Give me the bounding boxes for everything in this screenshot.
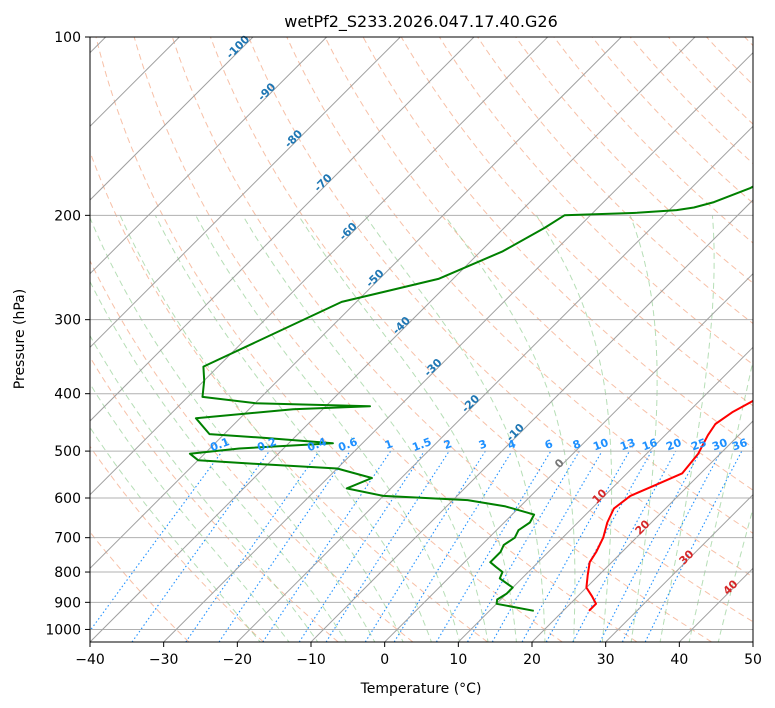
isotherm-gridline [90,37,328,275]
x-tick-label: 30 [597,652,615,668]
mixing-ratio-label: 13 [618,436,637,453]
mixing-ratio-label: 0.2 [255,435,278,454]
isotherm-gridline [457,346,753,642]
y-tick-label: 500 [54,444,81,460]
x-axis-label: Temperature (°C) [360,681,482,697]
mixing-ratio-label: 1.5 [410,435,433,454]
mixing-ratio-line [491,450,603,642]
mixing-ratio-line [218,450,351,642]
isotherm-gridline [90,37,696,642]
y-tick-label: 900 [54,595,81,611]
moist-adiabat-line [119,215,404,642]
moist-adiabat-line [90,280,347,642]
mixing-ratio-line [393,450,513,642]
y-tick-label: 800 [54,565,81,581]
moist-adiabat-line [195,215,461,642]
x-tick-label: −40 [75,652,105,668]
mixing-ratio-label: 36 [730,436,749,454]
mixing-ratio-line [364,450,486,642]
moist-adiabat-line [444,215,576,642]
moist-adiabat-line [242,215,489,642]
dry-adiabat-line [400,37,753,407]
mixing-ratio-label: 8 [571,437,583,452]
moist-adiabat-line [90,426,261,642]
mixing-ratio-label: 10 [591,436,610,454]
dry-adiabat-line [171,37,712,642]
x-tick-label: 10 [449,652,467,668]
isotherm-gridline [531,420,753,642]
y-tick-label: 300 [54,313,81,329]
mixing-ratio-line [435,450,552,642]
mixing-ratio-label: 6 [543,437,555,452]
dry-adiabat-line [324,37,753,491]
dry-adiabat-line [210,37,753,623]
x-tick-label: −20 [223,652,253,668]
mixing-ratio-label: 2 [442,437,454,452]
isotherm-gridline [90,37,475,422]
moist-adiabat-line [629,215,658,642]
mixing-ratio-label: 20 [664,436,683,454]
isotherm-gridline [752,641,753,642]
moist-adiabat-line [364,215,546,642]
isotherm-gridline [90,37,254,201]
dry-adiabat-line [515,37,753,284]
chart-title: wetPf2_S233.2026.047.17.40.G26 [284,12,558,32]
mixing-ratio-label: 30 [710,436,729,454]
isotherm-gridline [90,37,401,349]
y-tick-label: 100 [54,30,81,46]
y-tick-label: 400 [54,387,81,403]
mixing-ratio-label: 0.6 [336,435,359,454]
dry-adiabat-line [591,37,753,204]
isotherm-gridline [236,125,753,642]
dry-adiabat-line [90,445,264,642]
dry-adiabat-line [248,37,753,578]
mixing-ratio-label: 3 [477,437,489,452]
x-tick-label: −30 [149,652,179,668]
dry-adiabat-line [477,37,753,325]
dry-adiabat-line [133,37,638,642]
isotherm-gridline [384,272,753,642]
mixing-ratio-line [325,450,450,642]
moist-adiabat-line [90,334,319,642]
x-tick-label: −10 [296,652,326,668]
x-tick-label: 20 [523,652,541,668]
x-tick-label: 0 [380,652,389,668]
mixing-ratio-label: 0.1 [208,435,231,454]
y-tick-label: 600 [54,491,81,507]
mixing-ratio-line [131,450,270,642]
x-tick-label: 50 [744,652,762,668]
temperature-line [585,399,753,612]
isotherm-gridline [310,199,753,642]
moist-adiabat-line [90,216,376,642]
isotherm-gridline [605,493,753,642]
x-tick-label: 40 [670,652,688,668]
y-tick-label: 200 [54,208,81,224]
y-axis-label: Pressure (hPa) [12,289,28,389]
plot-background [90,37,753,642]
mixing-ratio-line [90,450,223,632]
moist-adiabat-line [154,215,432,642]
y-tick-label: 700 [54,531,81,547]
y-tick-label: 1000 [45,622,81,638]
mixing-ratio-line [185,450,320,642]
mixing-ratio-line [467,450,580,642]
moist-adiabat-line [90,382,290,642]
mixing-ratio-label: 4 [506,437,518,452]
isotherm-gridline [90,37,549,496]
dry-adiabat-line [95,37,563,642]
moist-adiabat-line [659,215,715,642]
mixing-ratio-label: 16 [640,436,659,454]
mixing-ratio-line [521,450,630,642]
plot-frame [89,36,754,643]
mixing-ratio-label: 0.4 [305,435,328,454]
isotherm-gridline [90,37,622,570]
mixing-ratio-label: 25 [689,436,708,453]
dewpoint-line [188,185,753,612]
dry-adiabat-line [629,37,753,165]
mixing-ratio-label: 1 [383,437,395,452]
isotherm-gridline [163,51,753,642]
dry-adiabat-line [90,259,414,642]
